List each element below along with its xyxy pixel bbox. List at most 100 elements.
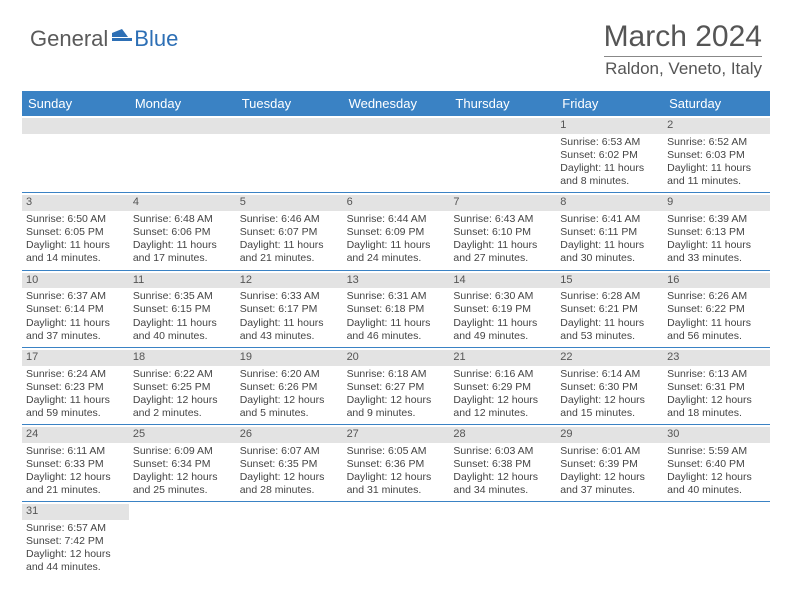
- daylight-text: and 30 minutes.: [560, 252, 659, 265]
- daylight-text: and 43 minutes.: [240, 330, 339, 343]
- sunrise-text: Sunrise: 6:39 AM: [667, 213, 766, 226]
- calendar-cell: 22Sunrise: 6:14 AMSunset: 6:30 PMDayligh…: [556, 348, 663, 424]
- day-number: 22: [556, 350, 663, 366]
- daylight-text: and 14 minutes.: [26, 252, 125, 265]
- calendar-cell: 5Sunrise: 6:46 AMSunset: 6:07 PMDaylight…: [236, 193, 343, 269]
- sunset-text: Sunset: 6:33 PM: [26, 458, 125, 471]
- daylight-text: Daylight: 11 hours: [240, 239, 339, 252]
- daylight-text: Daylight: 11 hours: [347, 239, 446, 252]
- sunset-text: Sunset: 6:26 PM: [240, 381, 339, 394]
- day-number: 27: [343, 427, 450, 443]
- daylight-text: and 12 minutes.: [453, 407, 552, 420]
- day-number: 31: [22, 504, 129, 520]
- sunset-text: Sunset: 6:11 PM: [560, 226, 659, 239]
- calendar-cell: 16Sunrise: 6:26 AMSunset: 6:22 PMDayligh…: [663, 271, 770, 347]
- sunset-text: Sunset: 6:06 PM: [133, 226, 232, 239]
- day-number: 30: [663, 427, 770, 443]
- calendar-cell-empty: [343, 116, 450, 192]
- calendar-cell: 4Sunrise: 6:48 AMSunset: 6:06 PMDaylight…: [129, 193, 236, 269]
- daylight-text: Daylight: 11 hours: [667, 239, 766, 252]
- daylight-text: Daylight: 12 hours: [347, 471, 446, 484]
- day-header-cell: Friday: [556, 91, 663, 116]
- day-number-empty: [449, 118, 556, 134]
- daylight-text: Daylight: 12 hours: [133, 394, 232, 407]
- sunset-text: Sunset: 6:14 PM: [26, 303, 125, 316]
- sunset-text: Sunset: 7:42 PM: [26, 535, 125, 548]
- daylight-text: and 21 minutes.: [26, 484, 125, 497]
- sunrise-text: Sunrise: 6:22 AM: [133, 368, 232, 381]
- day-number: 9: [663, 195, 770, 211]
- calendar-cell-empty: [236, 502, 343, 578]
- day-number: 12: [236, 273, 343, 289]
- calendar-cell: 29Sunrise: 6:01 AMSunset: 6:39 PMDayligh…: [556, 425, 663, 501]
- daylight-text: and 24 minutes.: [347, 252, 446, 265]
- calendar-cell-empty: [449, 116, 556, 192]
- sunset-text: Sunset: 6:34 PM: [133, 458, 232, 471]
- daylight-text: Daylight: 12 hours: [560, 394, 659, 407]
- day-header-cell: Tuesday: [236, 91, 343, 116]
- page-title: March 2024: [604, 20, 762, 54]
- calendar-cell-empty: [343, 502, 450, 578]
- calendar-cell: 15Sunrise: 6:28 AMSunset: 6:21 PMDayligh…: [556, 271, 663, 347]
- calendar-cell-empty: [663, 502, 770, 578]
- sunset-text: Sunset: 6:30 PM: [560, 381, 659, 394]
- calendar-cell: 10Sunrise: 6:37 AMSunset: 6:14 PMDayligh…: [22, 271, 129, 347]
- day-number: 6: [343, 195, 450, 211]
- daylight-text: and 40 minutes.: [133, 330, 232, 343]
- day-number: 8: [556, 195, 663, 211]
- daylight-text: and 46 minutes.: [347, 330, 446, 343]
- daylight-text: and 17 minutes.: [133, 252, 232, 265]
- day-number: 17: [22, 350, 129, 366]
- calendar-week: 3Sunrise: 6:50 AMSunset: 6:05 PMDaylight…: [22, 193, 770, 270]
- sunset-text: Sunset: 6:25 PM: [133, 381, 232, 394]
- calendar-cell: 13Sunrise: 6:31 AMSunset: 6:18 PMDayligh…: [343, 271, 450, 347]
- sunrise-text: Sunrise: 6:52 AM: [667, 136, 766, 149]
- daylight-text: and 9 minutes.: [347, 407, 446, 420]
- calendar-cell: 25Sunrise: 6:09 AMSunset: 6:34 PMDayligh…: [129, 425, 236, 501]
- header: General Blue March 2024 Raldon, Veneto, …: [0, 0, 792, 87]
- day-number-empty: [236, 118, 343, 134]
- daylight-text: and 25 minutes.: [133, 484, 232, 497]
- day-header-cell: Thursday: [449, 91, 556, 116]
- day-number: 20: [343, 350, 450, 366]
- day-header-row: Sunday Monday Tuesday Wednesday Thursday…: [22, 91, 770, 116]
- daylight-text: Daylight: 11 hours: [453, 317, 552, 330]
- sunset-text: Sunset: 6:19 PM: [453, 303, 552, 316]
- daylight-text: Daylight: 11 hours: [26, 239, 125, 252]
- calendar-cell: 7Sunrise: 6:43 AMSunset: 6:10 PMDaylight…: [449, 193, 556, 269]
- calendar-cell-empty: [236, 116, 343, 192]
- daylight-text: and 49 minutes.: [453, 330, 552, 343]
- daylight-text: Daylight: 12 hours: [347, 394, 446, 407]
- daylight-text: and 27 minutes.: [453, 252, 552, 265]
- calendar-cell: 18Sunrise: 6:22 AMSunset: 6:25 PMDayligh…: [129, 348, 236, 424]
- day-number: 14: [449, 273, 556, 289]
- sunset-text: Sunset: 6:09 PM: [347, 226, 446, 239]
- daylight-text: Daylight: 11 hours: [26, 317, 125, 330]
- daylight-text: Daylight: 11 hours: [347, 317, 446, 330]
- sunset-text: Sunset: 6:38 PM: [453, 458, 552, 471]
- daylight-text: Daylight: 11 hours: [667, 317, 766, 330]
- sunrise-text: Sunrise: 5:59 AM: [667, 445, 766, 458]
- daylight-text: Daylight: 11 hours: [26, 394, 125, 407]
- calendar-cell: 11Sunrise: 6:35 AMSunset: 6:15 PMDayligh…: [129, 271, 236, 347]
- sunrise-text: Sunrise: 6:11 AM: [26, 445, 125, 458]
- calendar-cell: 17Sunrise: 6:24 AMSunset: 6:23 PMDayligh…: [22, 348, 129, 424]
- day-number: 13: [343, 273, 450, 289]
- day-number-empty: [22, 118, 129, 134]
- calendar-cell: 12Sunrise: 6:33 AMSunset: 6:17 PMDayligh…: [236, 271, 343, 347]
- daylight-text: and 56 minutes.: [667, 330, 766, 343]
- sunset-text: Sunset: 6:35 PM: [240, 458, 339, 471]
- daylight-text: and 33 minutes.: [667, 252, 766, 265]
- sunset-text: Sunset: 6:05 PM: [26, 226, 125, 239]
- day-number: 5: [236, 195, 343, 211]
- sunset-text: Sunset: 6:10 PM: [453, 226, 552, 239]
- calendar-cell: 26Sunrise: 6:07 AMSunset: 6:35 PMDayligh…: [236, 425, 343, 501]
- calendar-week: 1Sunrise: 6:53 AMSunset: 6:02 PMDaylight…: [22, 116, 770, 193]
- daylight-text: Daylight: 12 hours: [453, 394, 552, 407]
- day-header-cell: Monday: [129, 91, 236, 116]
- calendar-cell: 27Sunrise: 6:05 AMSunset: 6:36 PMDayligh…: [343, 425, 450, 501]
- daylight-text: and 44 minutes.: [26, 561, 125, 574]
- daylight-text: Daylight: 11 hours: [133, 239, 232, 252]
- daylight-text: Daylight: 12 hours: [240, 394, 339, 407]
- daylight-text: Daylight: 12 hours: [26, 548, 125, 561]
